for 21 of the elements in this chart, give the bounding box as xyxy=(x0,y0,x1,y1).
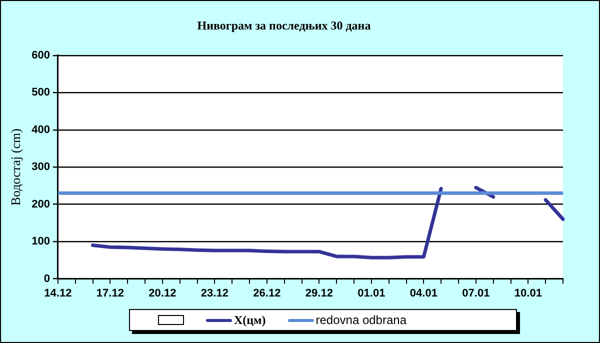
legend-label: X(цм) xyxy=(234,312,266,328)
x-tick-label: 29.12 xyxy=(305,287,333,300)
x-tick-label: 01.01 xyxy=(358,287,386,300)
x-tick-label: 14.12 xyxy=(44,287,72,300)
y-tick-label: 0 xyxy=(44,272,50,285)
y-tick-label: 200 xyxy=(32,198,50,210)
x-tick-label: 07.01 xyxy=(462,287,490,300)
x-tick-label: 10.01 xyxy=(514,287,542,300)
y-axis-title: Водостај (cm) xyxy=(8,128,24,206)
x-tick-label: 26.12 xyxy=(253,287,281,300)
y-tick-label: 400 xyxy=(32,124,50,136)
x-tick-label: 23.12 xyxy=(200,287,228,300)
chart-title: Нивограм за последњих 30 дана xyxy=(197,18,371,32)
y-tick-label: 500 xyxy=(32,86,50,99)
x-tick-label: 17.12 xyxy=(96,287,124,300)
y-tick-label: 600 xyxy=(32,49,50,62)
x-tick-label: 04.01 xyxy=(410,287,438,300)
legend-label: redovna odbrana xyxy=(316,313,406,327)
y-tick-label: 300 xyxy=(32,161,50,174)
x-tick-label: 20.12 xyxy=(148,287,176,300)
y-tick-label: 100 xyxy=(32,236,50,248)
